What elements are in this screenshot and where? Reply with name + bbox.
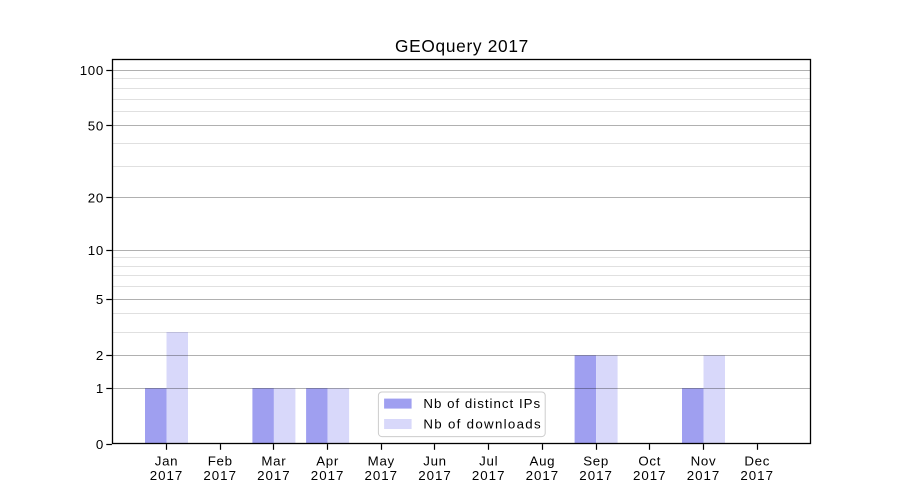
svg-text:50: 50: [88, 119, 104, 134]
svg-text:1: 1: [96, 381, 104, 396]
svg-text:2017: 2017: [740, 468, 774, 483]
svg-text:Nov: Nov: [691, 453, 717, 468]
svg-text:5: 5: [96, 292, 104, 307]
svg-text:Nb of distinct IPs: Nb of distinct IPs: [423, 396, 541, 411]
svg-text:2017: 2017: [579, 468, 613, 483]
svg-text:2017: 2017: [633, 468, 667, 483]
svg-text:Feb: Feb: [208, 453, 233, 468]
svg-text:Dec: Dec: [744, 453, 770, 468]
svg-text:2017: 2017: [418, 468, 452, 483]
svg-text:Oct: Oct: [638, 453, 661, 468]
svg-text:0: 0: [96, 437, 104, 452]
svg-text:20: 20: [88, 190, 104, 205]
svg-text:Aug: Aug: [530, 453, 556, 468]
svg-text:2017: 2017: [687, 468, 721, 483]
svg-text:Sep: Sep: [583, 453, 609, 468]
svg-text:GEOquery 2017: GEOquery 2017: [395, 36, 529, 56]
svg-text:Nb of downloads: Nb of downloads: [423, 417, 542, 432]
svg-text:2: 2: [96, 348, 104, 363]
svg-text:2017: 2017: [526, 468, 560, 483]
svg-text:2017: 2017: [257, 468, 291, 483]
svg-text:Jun: Jun: [423, 453, 447, 468]
svg-text:Jul: Jul: [479, 453, 498, 468]
svg-text:2017: 2017: [203, 468, 237, 483]
svg-text:2017: 2017: [150, 468, 184, 483]
svg-text:2017: 2017: [365, 468, 399, 483]
svg-text:Mar: Mar: [261, 453, 286, 468]
svg-text:10: 10: [88, 243, 104, 258]
svg-text:May: May: [368, 453, 395, 468]
svg-text:Jan: Jan: [155, 453, 179, 468]
svg-text:2017: 2017: [311, 468, 345, 483]
svg-text:100: 100: [80, 63, 104, 78]
svg-text:2017: 2017: [472, 468, 506, 483]
svg-text:Apr: Apr: [316, 453, 339, 468]
